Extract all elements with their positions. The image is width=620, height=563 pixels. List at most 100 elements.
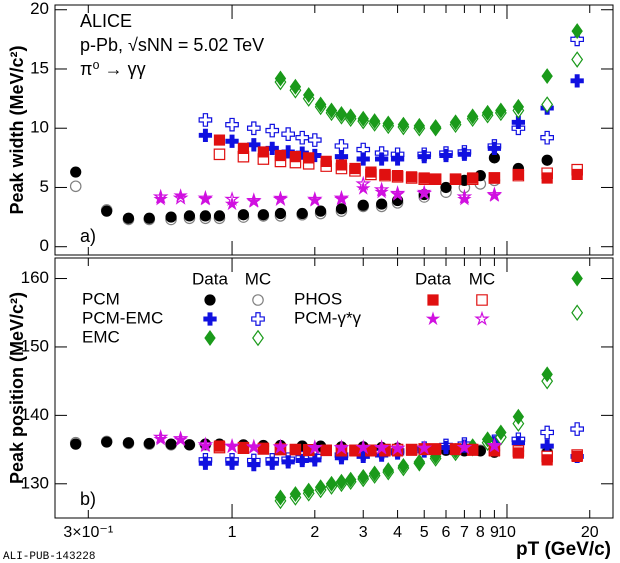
data-marker <box>571 168 583 181</box>
data-marker <box>303 152 315 164</box>
y-axis-label: Peak width (MeV/c²) <box>7 45 27 214</box>
data-marker <box>224 439 240 453</box>
data-marker <box>265 456 279 470</box>
legend-marker <box>252 294 264 306</box>
data-marker <box>512 168 524 181</box>
data-marker <box>481 431 494 448</box>
data-marker <box>457 439 472 454</box>
data-marker <box>198 128 213 142</box>
x-tick-label: 10 <box>498 524 516 541</box>
data-marker <box>449 173 462 185</box>
data-marker <box>213 210 226 222</box>
data-marker <box>368 465 381 482</box>
data-marker <box>320 444 332 456</box>
data-marker <box>225 456 239 470</box>
data-marker <box>257 209 269 221</box>
mc-marker <box>307 133 322 147</box>
legend-header: MC <box>245 269 271 288</box>
data-marker <box>406 171 418 183</box>
data-marker <box>374 184 389 199</box>
data-marker <box>70 166 82 178</box>
data-marker <box>274 489 287 506</box>
data-marker <box>153 431 168 446</box>
data-marker <box>417 150 431 164</box>
legend-marker <box>425 311 441 326</box>
y-tick-label: 20 <box>30 0 49 18</box>
data-marker <box>153 191 168 206</box>
mc-marker <box>540 130 554 145</box>
data-marker <box>213 134 226 146</box>
mc-marker <box>570 32 585 47</box>
data-marker <box>481 104 494 121</box>
legend-marker <box>476 294 488 306</box>
mc-marker <box>69 180 82 193</box>
legend-label: EMC <box>82 327 120 346</box>
legend-label: PCM-EMC <box>82 308 163 327</box>
data-marker <box>376 198 388 210</box>
data-marker <box>265 141 279 156</box>
data-marker <box>365 166 377 178</box>
data-marker <box>417 440 432 455</box>
x-tick-label: 9 <box>490 524 499 541</box>
data-marker <box>325 102 338 119</box>
data-marker <box>302 87 315 104</box>
footer: ALI-PUB-143228 <box>3 551 95 563</box>
mc-marker <box>246 121 261 136</box>
data-marker <box>356 152 370 166</box>
data-marker <box>570 74 584 88</box>
data-marker <box>512 447 524 459</box>
data-marker <box>296 207 308 220</box>
data-marker <box>457 191 472 206</box>
data-marker <box>357 468 369 485</box>
data-marker <box>281 455 295 469</box>
data-marker <box>122 437 135 449</box>
data-marker <box>357 199 369 211</box>
data-marker <box>391 170 404 182</box>
data-marker <box>541 68 553 85</box>
data-marker <box>374 152 389 166</box>
data-marker <box>334 440 349 455</box>
data-marker <box>335 473 348 490</box>
data-marker <box>314 96 327 113</box>
mc-marker <box>225 117 239 132</box>
y-tick-label: 5 <box>40 177 49 196</box>
data-marker <box>382 462 394 479</box>
data-marker <box>466 108 479 125</box>
legend-label: PCM-γ*γ <box>294 308 362 327</box>
legend-header: MC <box>469 269 495 288</box>
data-marker <box>165 211 177 223</box>
legend-marker <box>204 294 216 306</box>
data-marker <box>315 205 327 217</box>
data-marker <box>335 203 348 215</box>
data-marker <box>418 172 430 184</box>
data-marker <box>325 475 338 492</box>
y-tick-label: 160 <box>21 268 49 287</box>
plot-frame <box>54 257 614 519</box>
data-marker <box>307 440 323 455</box>
x-tick-label: 3 <box>359 524 368 541</box>
data-marker <box>349 445 361 457</box>
data-marker <box>467 172 479 184</box>
data-marker <box>183 210 196 222</box>
data-marker <box>440 181 452 194</box>
data-marker <box>449 443 462 456</box>
data-marker <box>198 456 213 470</box>
mc-marker <box>571 304 584 322</box>
data-marker <box>390 152 405 166</box>
data-marker <box>344 108 357 125</box>
x-axis-label: pT (GeV/c) <box>516 539 611 560</box>
data-marker <box>571 270 583 287</box>
annotation: ALICE <box>80 11 132 31</box>
data-marker <box>397 116 410 133</box>
data-marker <box>289 486 302 503</box>
mc-marker <box>570 422 585 436</box>
data-marker <box>257 146 269 158</box>
data-marker <box>344 471 357 488</box>
data-marker <box>541 154 553 166</box>
data-marker <box>122 212 135 224</box>
data-marker <box>295 453 309 468</box>
x-tick-label: 20 <box>581 524 599 541</box>
legend-label: PHOS <box>294 289 342 308</box>
y-axis-label: Peak position (MeV/c²) <box>7 292 27 484</box>
